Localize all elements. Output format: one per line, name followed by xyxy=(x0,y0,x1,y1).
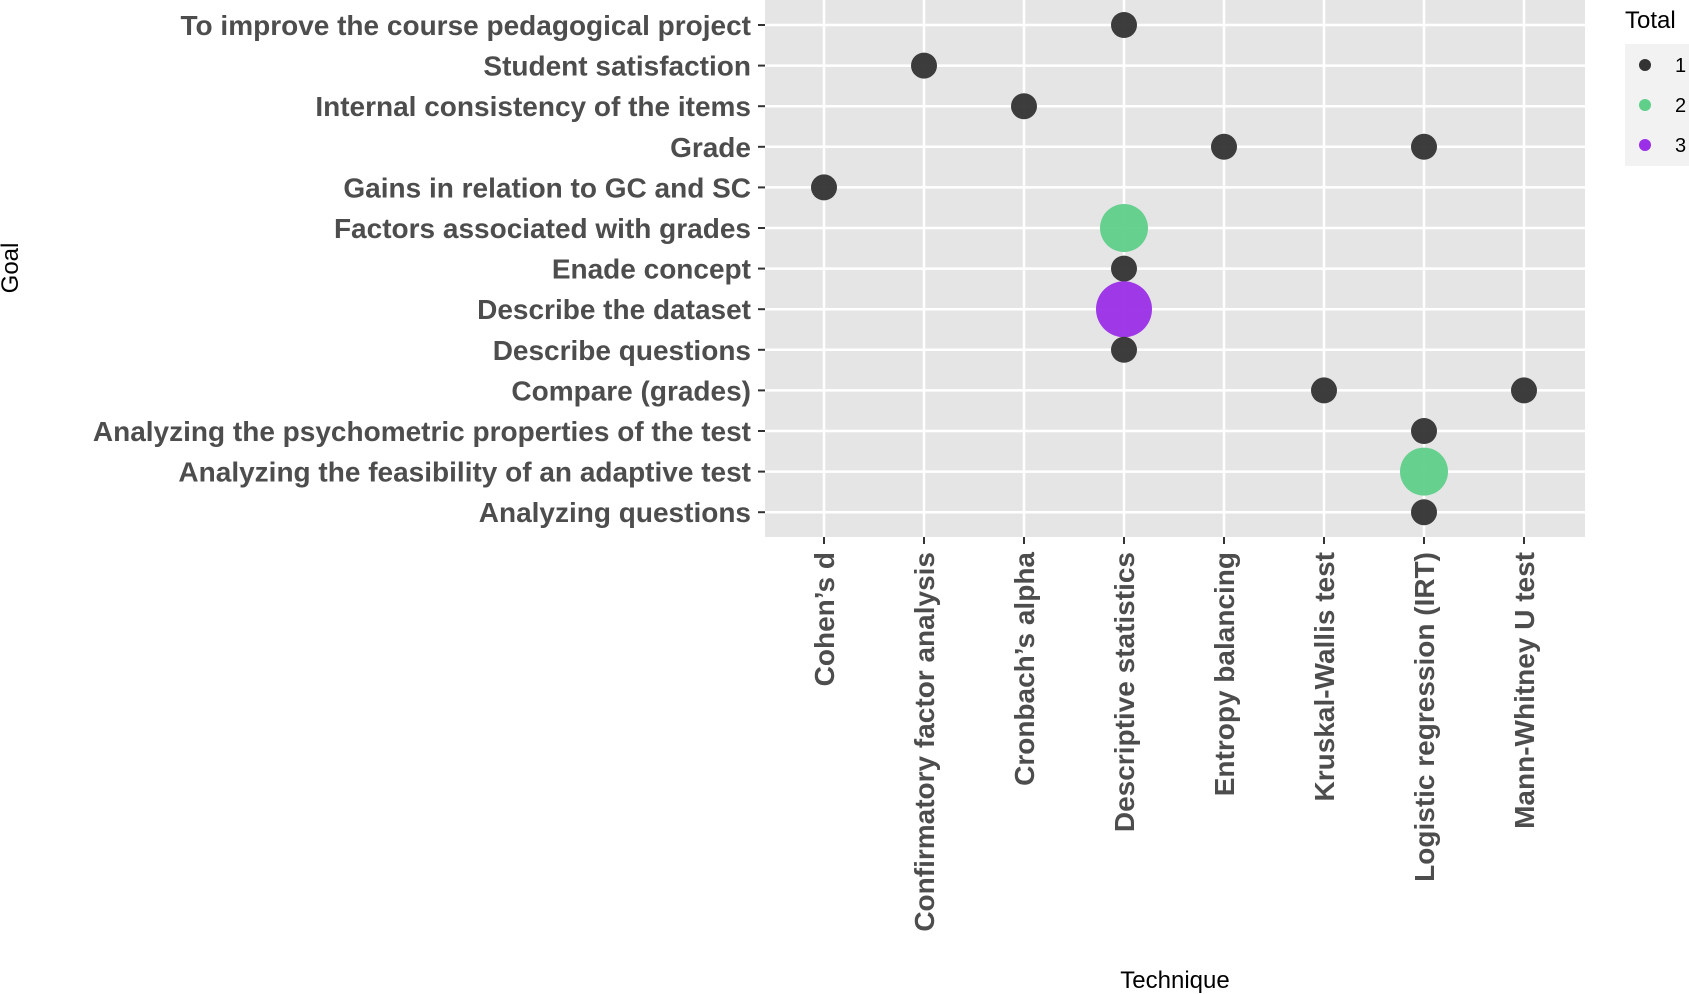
x-tick-label: Logistic regression (IRT) xyxy=(1409,552,1440,882)
data-point xyxy=(1511,377,1537,404)
x-axis-title: Technique xyxy=(1120,967,1229,994)
data-point xyxy=(1411,133,1437,160)
legend: Total 1 2 3 xyxy=(1625,7,1689,166)
data-point xyxy=(811,174,837,201)
y-tick-label: Enade concept xyxy=(552,254,751,285)
x-tick-label: Descriptive statistics xyxy=(1109,552,1140,832)
data-point xyxy=(911,52,937,79)
y-tick-label: Internal consistency of the items xyxy=(315,91,751,122)
data-point xyxy=(1111,336,1137,363)
data-point xyxy=(1096,281,1152,338)
y-tick-label: Compare (grades) xyxy=(511,375,751,406)
x-tick-label: Cronbach’s alpha xyxy=(1009,552,1040,786)
y-axis-title: Goal xyxy=(0,243,24,294)
data-point xyxy=(1011,93,1037,120)
data-point xyxy=(1411,499,1437,526)
x-tick-label: Entropy balancing xyxy=(1209,552,1240,796)
gridlines xyxy=(765,0,1585,537)
x-tick-label: Confirmatory factor analysis xyxy=(909,552,940,932)
y-axis: To improve the course pedagogical projec… xyxy=(93,10,765,528)
x-tick-label: Kruskal-Wallis test xyxy=(1309,552,1340,801)
x-axis: Cohen’s d Confirmatory factor analysis Cro… xyxy=(809,537,1540,932)
data-point xyxy=(1400,447,1448,496)
data-points xyxy=(811,12,1537,526)
data-point xyxy=(1111,255,1137,282)
legend-label: 3 xyxy=(1675,135,1686,157)
data-point xyxy=(1311,377,1337,404)
data-point xyxy=(1411,418,1437,444)
x-tick-label: Mann-Whitney U test xyxy=(1509,552,1540,829)
legend-key xyxy=(1639,59,1651,71)
legend-label: 1 xyxy=(1675,55,1686,77)
y-tick-label: Analyzing the psychometric properties of… xyxy=(93,416,751,447)
y-tick-label: Factors associated with grades xyxy=(334,213,751,244)
legend-key xyxy=(1639,99,1651,111)
data-point xyxy=(1211,133,1237,160)
data-point xyxy=(1100,204,1148,252)
x-tick-label: Cohen’s d xyxy=(809,552,840,686)
y-tick-label: Gains in relation to GC and SC xyxy=(343,172,751,203)
y-tick-label: Student satisfaction xyxy=(483,51,751,82)
y-tick-label: Describe questions xyxy=(493,335,751,366)
legend-key xyxy=(1639,139,1651,151)
y-tick-label: To improve the course pedagogical projec… xyxy=(181,10,752,41)
legend-label: 2 xyxy=(1675,95,1686,117)
y-tick-label: Analyzing the feasibility of an adaptive… xyxy=(178,457,751,488)
legend-key-background xyxy=(1625,44,1689,166)
data-point xyxy=(1111,12,1137,38)
legend-title: Total xyxy=(1625,7,1676,34)
y-tick-label: Grade xyxy=(670,132,751,163)
y-tick-label: Analyzing questions xyxy=(479,497,751,528)
y-tick-label: Describe the dataset xyxy=(477,294,751,325)
